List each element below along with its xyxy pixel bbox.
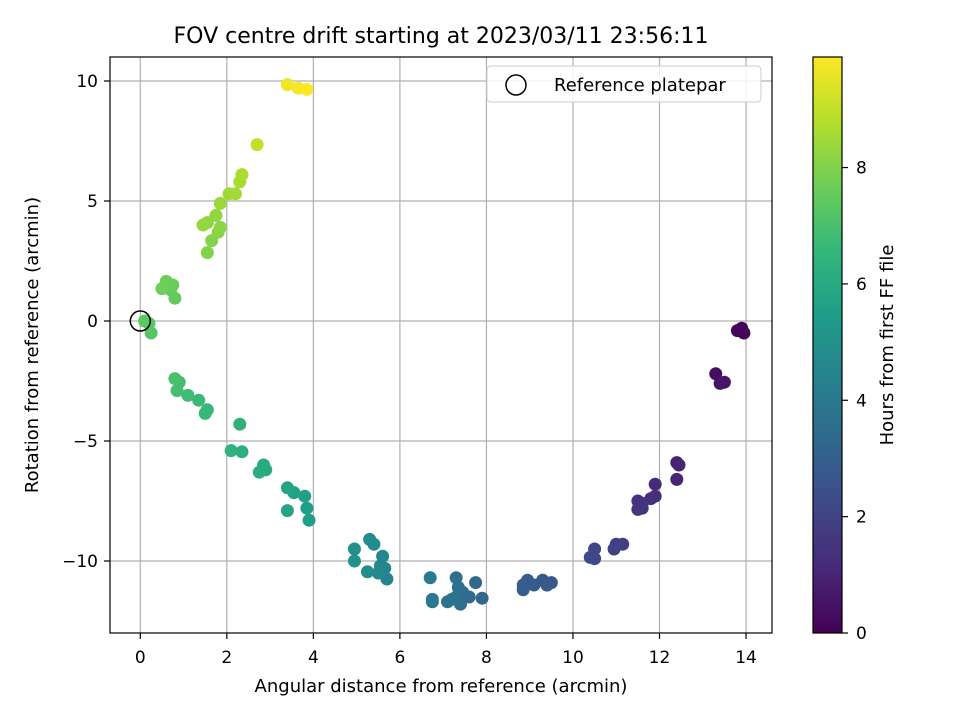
y-axis-label: Rotation from reference (arcmin) (22, 197, 43, 493)
data-point (583, 550, 597, 564)
x-tick-label: 14 (735, 648, 757, 668)
data-point (252, 465, 266, 479)
data-point (300, 501, 314, 515)
x-tick-label: 10 (562, 648, 584, 668)
x-tick-label: 0 (135, 648, 146, 668)
data-point (363, 532, 377, 546)
legend-marker-reference (505, 74, 527, 96)
data-point (196, 218, 210, 232)
data-point (371, 566, 385, 580)
colorbar-label: Hours from first FF file (877, 245, 898, 446)
grid-lines (110, 57, 772, 633)
data-point (280, 504, 294, 518)
plot-area-frame (109, 56, 773, 634)
colorbar-tick-label: 0 (856, 624, 867, 644)
reference-point (129, 310, 152, 332)
data-point (209, 208, 223, 222)
colorbar-tick-label: 4 (856, 391, 867, 411)
data-point (228, 187, 242, 201)
colorbar-tick-label: 8 (856, 159, 867, 179)
data-point (192, 393, 206, 407)
data-point (670, 472, 684, 486)
data-point (181, 388, 195, 402)
data-point (440, 595, 454, 609)
x-tick-label: 6 (394, 648, 405, 668)
legend-label-reference: Reference platepar (554, 75, 726, 96)
data-point (280, 78, 294, 92)
data-point (475, 591, 489, 605)
data-point (635, 496, 649, 510)
x-axis-label: Angular distance from reference (arcmin) (255, 676, 628, 697)
data-point (347, 554, 361, 568)
colorbar-ticks: 0 2 4 6 8 (842, 159, 867, 644)
data-point (280, 481, 294, 495)
y-tick-label: 10 (76, 72, 98, 92)
data-point (200, 246, 214, 260)
data-point (198, 406, 212, 420)
data-point (235, 168, 249, 182)
data-point (449, 571, 463, 585)
y-tick-label: 5 (87, 192, 98, 212)
data-point (235, 445, 249, 459)
colorbar-gradient (812, 56, 843, 634)
x-tick-label: 4 (308, 648, 319, 668)
data-point (648, 477, 662, 491)
data-point (425, 592, 439, 606)
data-point (213, 196, 227, 210)
data-point (347, 542, 361, 556)
data-point (423, 571, 437, 585)
y-tick-label: −10 (62, 552, 98, 572)
data-point (300, 82, 314, 96)
x-tick-label: 2 (221, 648, 232, 668)
data-point (717, 375, 731, 389)
data-point (233, 417, 247, 431)
data-point (138, 314, 152, 328)
reference-marker (129, 310, 152, 332)
colorbar-tick-label: 2 (856, 508, 867, 528)
data-points (138, 78, 751, 611)
data-point (735, 322, 749, 336)
data-point (672, 458, 686, 472)
data-point (213, 220, 227, 234)
data-point (516, 583, 530, 597)
colorbar-tick-label: 6 (856, 275, 867, 295)
y-tick-label: −5 (73, 432, 98, 452)
data-point (224, 444, 238, 458)
data-point (469, 576, 483, 590)
data-point (170, 384, 184, 398)
data-point (298, 489, 312, 503)
y-tick-label: 0 (87, 312, 98, 332)
data-point (250, 138, 264, 152)
colorbar: 0 2 4 6 8 Hours from first FF file (812, 56, 898, 644)
data-point (360, 565, 374, 579)
x-axis-ticks: 0 2 4 6 8 10 12 14 (135, 633, 757, 668)
data-point (540, 578, 554, 592)
data-point (607, 542, 621, 556)
y-axis-ticks: −10 −5 0 5 10 (62, 72, 110, 572)
data-point (302, 513, 316, 527)
x-tick-label: 12 (649, 648, 671, 668)
data-point (155, 282, 169, 296)
x-tick-label: 8 (481, 648, 492, 668)
chart-title: FOV centre drift starting at 2023/03/11 … (174, 24, 709, 49)
legend: Reference platepar (486, 65, 762, 103)
data-point (168, 372, 182, 386)
legend-box (486, 65, 762, 103)
